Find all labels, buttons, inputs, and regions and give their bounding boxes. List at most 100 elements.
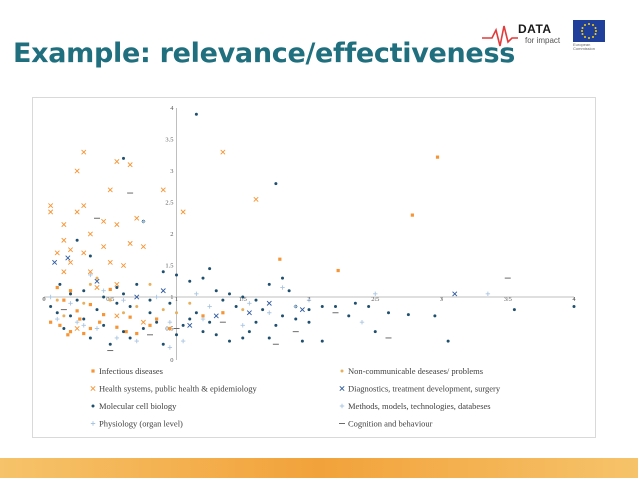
data-point-series-0	[78, 317, 82, 321]
legend-label-4: Molecular cell biology	[99, 401, 177, 411]
data-point-series-2	[160, 187, 166, 193]
data-point-series-2	[180, 209, 186, 215]
data-point-series-2	[140, 244, 146, 250]
legend-label-7: Cognition and behaviour	[348, 419, 433, 429]
data-point-series-4	[228, 292, 231, 296]
data-point-series-2	[74, 325, 80, 332]
data-point-series-4	[49, 304, 53, 308]
data-point-series-3	[299, 307, 305, 313]
data-point-series-4	[287, 289, 291, 293]
data-point-series-0	[155, 317, 159, 321]
data-point-series-0	[55, 285, 59, 290]
data-point-series-4	[347, 314, 351, 318]
data-point-series-2	[67, 247, 74, 253]
data-point-series-4	[214, 289, 218, 293]
data-point-series-3	[52, 259, 58, 265]
data-point-series-0	[68, 330, 73, 334]
data-point-series-4	[175, 273, 178, 277]
data-point-series-0	[221, 311, 225, 315]
data-point-series-4	[261, 308, 265, 312]
data-point-series-2	[74, 168, 80, 174]
data-point-series-2	[114, 222, 120, 228]
data-point-series-4	[367, 304, 371, 308]
data-point-series-1	[108, 298, 112, 302]
data-point-series-4	[254, 298, 258, 302]
data-point-series-4	[148, 298, 152, 302]
data-point-series-1	[82, 301, 86, 305]
data-point-series-6	[240, 323, 245, 328]
legend-marker-6	[90, 421, 96, 426]
data-point-series-2	[87, 269, 93, 275]
data-point-series-5	[167, 320, 173, 325]
data-point-series-4	[75, 298, 79, 302]
data-point-series-2	[127, 240, 133, 246]
data-point-series-0	[49, 320, 53, 324]
data-point-series-4	[194, 311, 198, 315]
data-point-series-4	[122, 330, 125, 334]
x-tick-label: 3	[440, 296, 443, 303]
y-tick-label: 4	[170, 105, 174, 112]
data-point-series-2	[120, 262, 127, 269]
data-point-series-0	[201, 314, 205, 318]
data-point-series-4	[512, 308, 516, 312]
x-tick-label: 2.5	[371, 296, 379, 303]
data-point-series-1	[88, 282, 92, 286]
data-point-series-4	[201, 330, 205, 334]
data-point-series-5	[373, 291, 378, 297]
data-point-series-4	[281, 276, 284, 280]
data-point-series-6	[55, 316, 60, 322]
slide-title: Example: relevance/effectiveness	[13, 38, 515, 69]
data-point-series-3	[246, 310, 252, 316]
legend-label-3: Diagnostics, treatment development, surg…	[348, 384, 501, 394]
data-point-series-4	[234, 304, 238, 308]
data-point-series-3	[452, 291, 458, 297]
data-point-series-2	[127, 162, 133, 168]
data-point-series-4	[320, 339, 324, 343]
x-tick-label: 1	[175, 296, 178, 303]
data-point-series-4	[161, 270, 165, 274]
data-point-series-4	[406, 313, 410, 317]
data-point-series-4	[148, 311, 152, 315]
data-point-series-2	[101, 244, 107, 250]
data-point-series-2	[61, 222, 67, 228]
legend-label-5: Methods, models, technologies, databeses	[348, 401, 491, 411]
data-point-series-6	[48, 294, 53, 300]
data-point-series-4	[55, 311, 59, 315]
data-point-series-3	[160, 288, 166, 294]
y-tick-label: 2.5	[165, 200, 173, 207]
data-point-series-5	[207, 304, 212, 309]
data-point-series-4	[62, 327, 66, 330]
data-point-series-1	[95, 276, 99, 280]
data-point-series-4	[82, 317, 86, 321]
data-point-series-6	[74, 320, 80, 325]
legend-marker-3	[339, 385, 345, 392]
data-point-series-2	[134, 215, 140, 221]
data-point-series-2	[94, 285, 100, 291]
data-point-series-4	[194, 112, 198, 116]
data-point-series-4	[228, 339, 231, 343]
data-point-series-2	[81, 250, 87, 256]
logo-subtext: for impact	[525, 36, 561, 45]
data-point-series-4	[307, 308, 311, 312]
data-point-series-0	[66, 333, 70, 337]
data-point-series-4	[122, 292, 125, 296]
data-point-series-4	[188, 279, 192, 283]
data-point-series-1	[175, 311, 178, 315]
data-point-series-0	[168, 326, 172, 331]
data-point-series-5	[293, 304, 298, 309]
data-point-series-0	[135, 331, 139, 336]
data-point-series-4	[188, 317, 192, 321]
data-point-series-4	[115, 286, 119, 290]
data-point-series-4	[75, 238, 79, 242]
legend-marker-2	[90, 385, 96, 392]
data-point-series-0	[435, 155, 440, 159]
data-point-series-4	[102, 323, 106, 327]
data-point-series-4	[128, 336, 132, 340]
data-point-series-1	[62, 314, 66, 318]
data-point-series-4	[214, 333, 218, 337]
data-point-series-2	[48, 203, 54, 209]
data-point-series-4	[155, 320, 159, 324]
data-point-series-4	[241, 336, 245, 340]
data-point-series-4	[135, 282, 139, 286]
data-point-series-2	[253, 196, 259, 202]
